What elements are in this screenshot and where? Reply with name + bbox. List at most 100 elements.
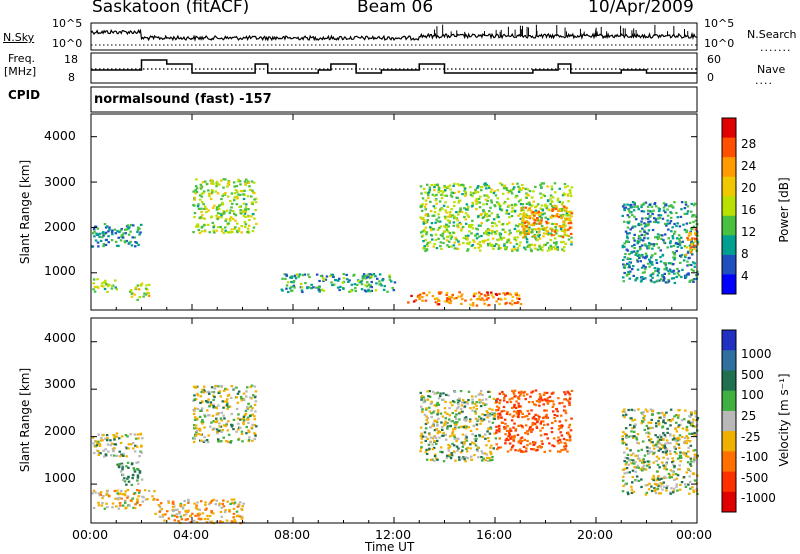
velocity-echo-cell	[678, 434, 682, 437]
power-echo-cell	[422, 247, 425, 250]
velocity-echo-cell	[671, 457, 674, 460]
power-echo-cell	[647, 209, 650, 212]
velocity-colorbar-frame	[721, 329, 737, 513]
power-echo-cell	[531, 235, 534, 238]
power-echo-cell	[446, 219, 450, 222]
power-echo-cell	[431, 238, 434, 241]
velocity-echo-cell	[533, 422, 537, 425]
power-echo-cell	[497, 215, 500, 219]
velocity-echo-cell	[469, 418, 472, 421]
velocity-echo-cell	[637, 457, 641, 460]
power-echo-cell	[475, 202, 478, 206]
velocity-echo-cell	[692, 457, 696, 460]
power-echo-cell	[485, 215, 488, 218]
velocity-echo-cell	[517, 449, 520, 452]
power-echo-cell	[646, 232, 649, 235]
velocity-echo-cell	[222, 406, 225, 409]
power-echo-cell	[446, 215, 450, 218]
power-echo-cell	[487, 242, 490, 246]
velocity-echo-cell	[215, 417, 218, 420]
power-echo-cell	[212, 224, 216, 227]
power-echo-cell	[687, 273, 690, 276]
velocity-echo-cell	[681, 435, 684, 439]
velocity-echo-cell	[659, 412, 662, 415]
power-echo-cell	[544, 227, 547, 230]
power-echo-cell	[628, 264, 631, 267]
velocity-echo-cell	[139, 504, 142, 507]
power-echo-cell	[532, 200, 535, 203]
power-echo-cell	[201, 225, 204, 228]
velocity-echo-cell	[217, 385, 220, 388]
power-echo-cell	[122, 232, 125, 235]
velocity-echo-cell	[480, 419, 483, 423]
power-echo-cell	[428, 188, 432, 191]
power-echo-cell	[139, 231, 142, 234]
power-echo-cell	[655, 261, 659, 264]
velocity-echo-cell	[502, 399, 506, 402]
power-echo-cell	[496, 213, 499, 216]
power-echo-cell	[467, 215, 470, 218]
power-echo-cell	[115, 288, 119, 291]
power-echo-cell	[298, 273, 302, 276]
power-echo-cell	[528, 217, 532, 220]
velocity-echo-cell	[491, 455, 494, 459]
power-echo-cell	[104, 243, 108, 247]
power-echo-cell	[213, 231, 216, 234]
velocity-echo-cell	[689, 463, 692, 466]
power-echo-cell	[241, 190, 244, 193]
velocity-echo-cell	[212, 406, 215, 409]
power-echo-cell	[483, 211, 486, 214]
velocity-echo-cell	[560, 449, 563, 452]
velocity-echo-cell	[544, 415, 548, 418]
velocity-echo-cell	[656, 440, 660, 443]
power-echo-cell	[388, 274, 391, 277]
power-echo-cell	[458, 221, 462, 224]
velocity-echo-cell	[433, 429, 437, 432]
power-echo-cell	[540, 219, 543, 222]
xtick-0800: 08:00	[274, 527, 311, 542]
power-echo-cell	[216, 212, 220, 215]
velocity-echo-cell	[531, 428, 534, 431]
velocity-echo-cell	[631, 427, 634, 430]
velocity-echo-cell	[657, 416, 661, 419]
power-echo-cell	[678, 237, 681, 241]
power-echo-cell	[621, 205, 625, 208]
power-echo-cell	[471, 219, 474, 222]
power-echo-cell	[563, 193, 566, 196]
power-echo-cell	[641, 253, 644, 257]
power-echo-cell	[421, 203, 424, 206]
power-echo-cell	[637, 222, 641, 225]
velocity-echo-cell	[439, 450, 442, 453]
power-echo-cell	[284, 277, 287, 280]
power-echo-cell	[633, 225, 637, 228]
power-echo-cell	[654, 252, 657, 255]
power-echo-cell	[125, 228, 128, 231]
power-echo-cell	[293, 274, 297, 277]
power-echo-cell	[228, 217, 232, 220]
power-echo-cell	[471, 302, 475, 305]
velocity-echo-cell	[476, 446, 480, 449]
power-echo-cell	[466, 242, 469, 245]
power-echo-cell	[195, 191, 199, 194]
velocity-echo-cell	[428, 433, 431, 436]
velocity-echo-cell	[220, 515, 223, 518]
velocity-echo-cell	[219, 417, 223, 420]
velocity-echo-cell	[204, 501, 207, 504]
velocity-echo-cell	[448, 445, 452, 449]
velocity-echo-cell	[508, 398, 512, 401]
velocity-echo-cell	[240, 432, 244, 436]
velocity-echo-cell	[541, 426, 544, 430]
power-echo-cell	[509, 241, 512, 244]
power-echo-cell	[459, 208, 462, 212]
power-echo-cell	[199, 183, 203, 186]
velocity-echo-cell	[507, 429, 510, 433]
velocity-echo-cell	[423, 398, 426, 401]
velocity-echo-cell	[692, 490, 696, 494]
power-echo-cell	[569, 210, 573, 213]
velocity-echo-cell	[673, 437, 676, 440]
velocity-echo-cell	[503, 418, 507, 421]
power-echo-cell	[116, 230, 119, 233]
velocity-echo-cell	[137, 461, 140, 464]
nsky-label: N.Sky	[3, 31, 35, 44]
power-cbar-tick-8: 8	[741, 247, 749, 261]
